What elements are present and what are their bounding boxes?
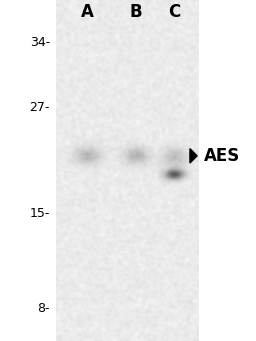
Text: C: C <box>168 3 180 21</box>
Text: AES: AES <box>204 147 240 165</box>
Text: 15-: 15- <box>29 207 50 220</box>
Polygon shape <box>190 149 197 163</box>
Text: 34-: 34- <box>30 36 50 49</box>
Text: A: A <box>81 3 93 21</box>
Text: 27-: 27- <box>29 101 50 114</box>
Text: 8-: 8- <box>37 302 50 315</box>
Text: B: B <box>129 3 142 21</box>
